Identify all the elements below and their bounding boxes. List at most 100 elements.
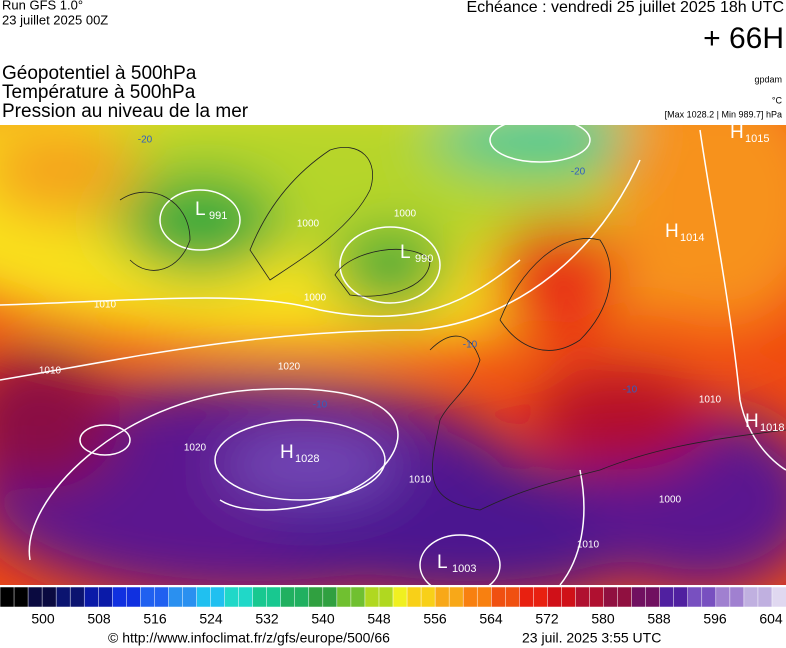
pressure-center: L 1003 [437,552,476,575]
colorbar-cell [687,586,703,608]
colorbar-cell [55,586,71,608]
colorbar-cell [771,586,786,608]
contour-label: -20 [571,167,586,178]
colorbar-cell [112,586,128,608]
colorbar-cell [322,586,338,608]
colorbar-cell [266,586,282,608]
lead-time: + 66H [703,22,784,55]
coastlines [119,147,786,511]
contour-label: 1010 [94,300,117,311]
map-title: Pression au niveau de la mer [2,101,249,122]
pressure-center: H 1015 [730,122,769,145]
contour-label: 1010 [577,540,600,551]
center-kind: H [280,442,294,463]
pressure-range: [Max 1028.2 | Min 989.7] hPa [665,109,782,119]
colorbar-tick-label: 500 [31,611,55,627]
colorbar-cell [98,586,114,608]
pressure-center: H 1028 [280,442,319,465]
center-value: 1003 [452,563,476,575]
contour-label: 1010 [699,395,722,406]
colorbar-cell [729,586,745,608]
colorbar-cell [350,586,366,608]
colorbar-cell [505,586,521,608]
colorbar-cell [462,586,478,608]
colorbar-cell [83,586,100,608]
center-value: 990 [415,253,433,265]
colorbar-tick-label: 572 [535,611,559,627]
colorbar-cell [182,586,198,608]
colorbar-cell [561,586,577,608]
colorbar-cell [659,586,675,608]
colorbar-tick-label: 508 [87,611,111,627]
colorbar-tick-label: 604 [759,611,783,627]
colorbar-cell [476,586,493,608]
colorbar-cell [589,586,605,608]
pressure-center: H 1018 [745,411,784,434]
timestamp: 23 juil. 2025 3:55 UTC [522,630,661,646]
unit-label: °C [772,95,783,105]
colorbar-cell [575,586,591,608]
center-kind: L [195,199,206,220]
colorbar-cell [434,586,450,608]
run-date: 23 juillet 2025 00Z [2,12,108,27]
colorbar-cell [168,586,184,608]
colorbar-tick-label: 548 [367,611,391,627]
center-kind: L [400,242,411,263]
colorbar-cell [210,586,226,608]
contour-label: -10 [623,385,638,396]
contour-label: 1010 [409,475,432,486]
colorbar-tick-label: 564 [479,611,503,627]
colorbar-tick-label: 540 [311,611,335,627]
colorbar-cell [69,586,85,608]
unit-label: gpdam [754,74,782,84]
colorbar-cell [519,586,535,608]
colorbar-cell [294,586,310,608]
colorbar-tick-label: 596 [703,611,727,627]
pressure-center: L 991 [195,199,227,222]
center-value: 991 [209,210,227,222]
colorbar-tick-label: 556 [423,611,447,627]
run-label: Run GFS 1.0° [2,0,83,12]
colorbar-cell [378,586,394,608]
pressure-center: H 1014 [665,221,704,244]
contour-label: 1010 [39,366,62,377]
contour-label: 1000 [394,209,417,220]
colorbar-cell [491,586,507,608]
contour-label: 1000 [659,495,682,506]
colorbar-cell [126,586,142,608]
colorbar-cell [140,586,156,608]
colorbar-tick-label: 588 [647,611,671,627]
map-title: Géopotentiel à 500hPa [2,63,197,84]
colorbar-cell [364,586,380,608]
colorbar-cell [224,586,240,608]
contour-label: 1020 [278,362,301,373]
colorbar-cell [308,586,324,608]
center-value: 1018 [760,422,784,434]
map-title: Température à 500hPa [2,82,196,103]
source-url: © http://www.infoclimat.fr/z/gfs/europe/… [108,630,390,646]
center-kind: H [665,221,679,242]
contour-label: 1000 [297,219,320,230]
center-kind: H [745,411,759,432]
colorbar-cell [420,586,436,608]
contour-label: 1020 [184,443,207,454]
colorbar-cell [196,586,212,608]
colorbar-cell [0,586,15,608]
colorbar-cell [252,586,268,608]
center-value: 1014 [680,232,704,244]
colorbar-tick-label: 532 [255,611,279,627]
colorbar-cell [617,586,633,608]
contour-label: -10 [463,340,478,351]
colorbar-cell [154,586,170,608]
colorbar-cell [743,586,759,608]
map-field [0,125,786,585]
colorbar-tick-label: 524 [199,611,223,627]
colorbar-cell [41,586,57,608]
colorbar-cell [701,586,717,608]
colorbar-cell [715,586,731,608]
colorbar-cell [13,586,29,608]
colorbar-cell [448,586,464,608]
contour-label: -20 [138,135,153,146]
